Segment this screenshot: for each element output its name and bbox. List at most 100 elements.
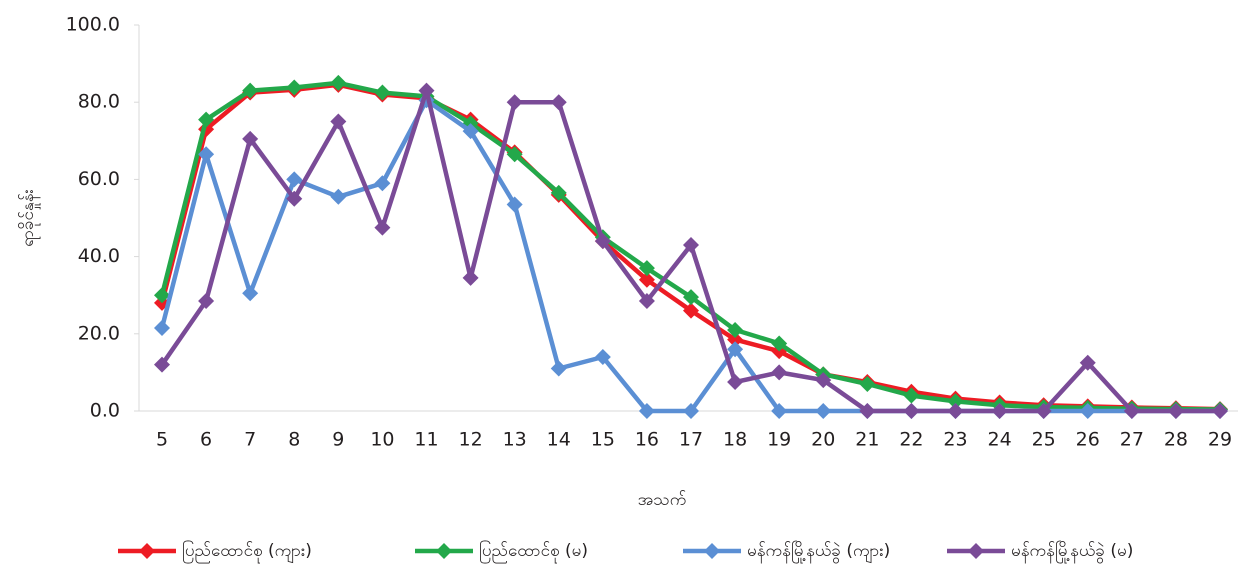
data-point — [638, 260, 655, 277]
y-tick-labels: 0.0 20.0 40.0 60.0 80.0 100.0 — [66, 14, 139, 422]
data-point — [683, 403, 699, 419]
x-tick-label: 29 — [1208, 429, 1232, 451]
x-tick-label: 10 — [370, 429, 394, 451]
series-line — [159, 98, 1223, 414]
data-point — [771, 364, 788, 381]
data-point — [638, 403, 655, 419]
x-tick-label: 7 — [244, 429, 256, 451]
data-point — [286, 171, 303, 188]
data-point — [1079, 354, 1096, 371]
x-axis-title: အသက် — [638, 490, 687, 510]
data-point — [506, 196, 523, 213]
x-tick-label: 23 — [943, 429, 967, 451]
data-point — [286, 190, 303, 207]
data-point — [683, 289, 699, 306]
series-group — [154, 92, 1228, 419]
x-tick-label: 25 — [1032, 429, 1056, 451]
x-tick-label: 28 — [1164, 429, 1188, 451]
x-tick-label: 27 — [1120, 429, 1144, 451]
y-tick-label: 20.0 — [78, 322, 120, 344]
x-tick-label: 15 — [591, 429, 615, 451]
legend-label: ပြည်ထောင်စု (မ) — [479, 539, 588, 564]
legend-swatch-marker — [436, 543, 452, 559]
x-tick-label: 14 — [547, 429, 571, 451]
data-point — [903, 403, 920, 419]
legend-swatch-marker — [968, 543, 984, 559]
data-point — [242, 285, 259, 302]
data-point — [330, 188, 347, 205]
data-point — [550, 184, 567, 201]
data-point — [771, 403, 788, 419]
data-point — [683, 237, 699, 254]
data-point — [815, 403, 832, 419]
x-tick-label: 26 — [1076, 429, 1100, 451]
data-point — [330, 74, 347, 91]
legend-item: မန်ကန်မြို့နယ်ခွဲ (မ) — [947, 539, 1133, 564]
data-point — [374, 219, 391, 236]
data-point — [947, 393, 964, 410]
data-point — [506, 94, 523, 111]
series-layer — [154, 74, 1228, 419]
data-point — [374, 175, 391, 192]
x-tick-label: 11 — [414, 429, 438, 451]
data-point — [198, 146, 215, 163]
data-point — [727, 374, 744, 391]
x-tick-label: 21 — [855, 429, 879, 451]
legend-label: မန်ကန်မြို့နယ်ခွဲ (ကျား) — [747, 539, 890, 564]
data-point — [727, 331, 744, 348]
series-group — [154, 82, 1228, 419]
x-tick-label: 18 — [723, 429, 747, 451]
data-point — [771, 335, 788, 352]
data-point — [330, 113, 347, 130]
data-point — [242, 130, 259, 147]
legend-item: မန်ကန်မြို့နယ်ခွဲ (ကျား) — [683, 539, 890, 564]
data-point — [286, 79, 303, 96]
data-point — [815, 372, 832, 389]
legend-item: ပြည်ထောင်စု (မ) — [415, 539, 588, 564]
data-point — [727, 341, 744, 358]
data-point — [1123, 403, 1140, 419]
y-tick-label: 60.0 — [78, 168, 120, 190]
data-point — [462, 269, 479, 286]
data-point — [1167, 403, 1184, 419]
data-point — [550, 94, 567, 111]
data-point — [683, 302, 699, 319]
legend-swatch-marker — [704, 543, 720, 559]
legend-swatch-marker — [139, 543, 155, 559]
data-point — [154, 356, 170, 373]
x-tick-label: 20 — [811, 429, 835, 451]
data-point — [154, 320, 170, 337]
x-tick-labels: 5 6 7 8 9 10 11 12 13 14 15 16 17 18 19 20 21 22 23 24 25 26 2… — [156, 429, 1232, 451]
data-point — [550, 360, 567, 377]
x-tick-label: 19 — [767, 429, 791, 451]
legend-label: ပြည်ထောင်စု (ကျား) — [182, 539, 312, 564]
x-tick-label: 16 — [635, 429, 659, 451]
data-point — [418, 82, 435, 99]
y-tick-label: 0.0 — [90, 400, 120, 422]
data-point — [1079, 403, 1096, 419]
data-point — [859, 403, 876, 419]
legend: ပြည်ထောင်စု (ကျား) ပြည်ထောင်စု (မ) မန်ကန်မ… — [118, 539, 1133, 564]
data-point — [859, 375, 876, 392]
x-tick-label: 12 — [458, 429, 482, 451]
data-point — [638, 292, 655, 309]
legend-label: မန်ကန်မြို့နယ်ခွဲ (မ) — [1011, 539, 1133, 564]
data-point — [374, 84, 391, 101]
data-point — [594, 348, 611, 365]
data-point — [638, 271, 655, 288]
data-point — [154, 287, 170, 304]
data-point — [991, 403, 1008, 419]
data-point — [198, 292, 215, 309]
y-tick-label: 100.0 — [66, 14, 120, 36]
data-point — [462, 123, 479, 140]
y-tick-label: 40.0 — [78, 245, 120, 267]
y-axis-title: ရာခိုင်နှုန်း — [18, 189, 41, 247]
data-point — [727, 321, 744, 338]
x-tick-label: 6 — [200, 429, 212, 451]
data-point — [198, 111, 215, 128]
x-tick-label: 24 — [987, 429, 1011, 451]
data-point — [242, 82, 259, 99]
y-tick-label: 80.0 — [78, 91, 120, 113]
x-tick-label: 17 — [679, 429, 703, 451]
